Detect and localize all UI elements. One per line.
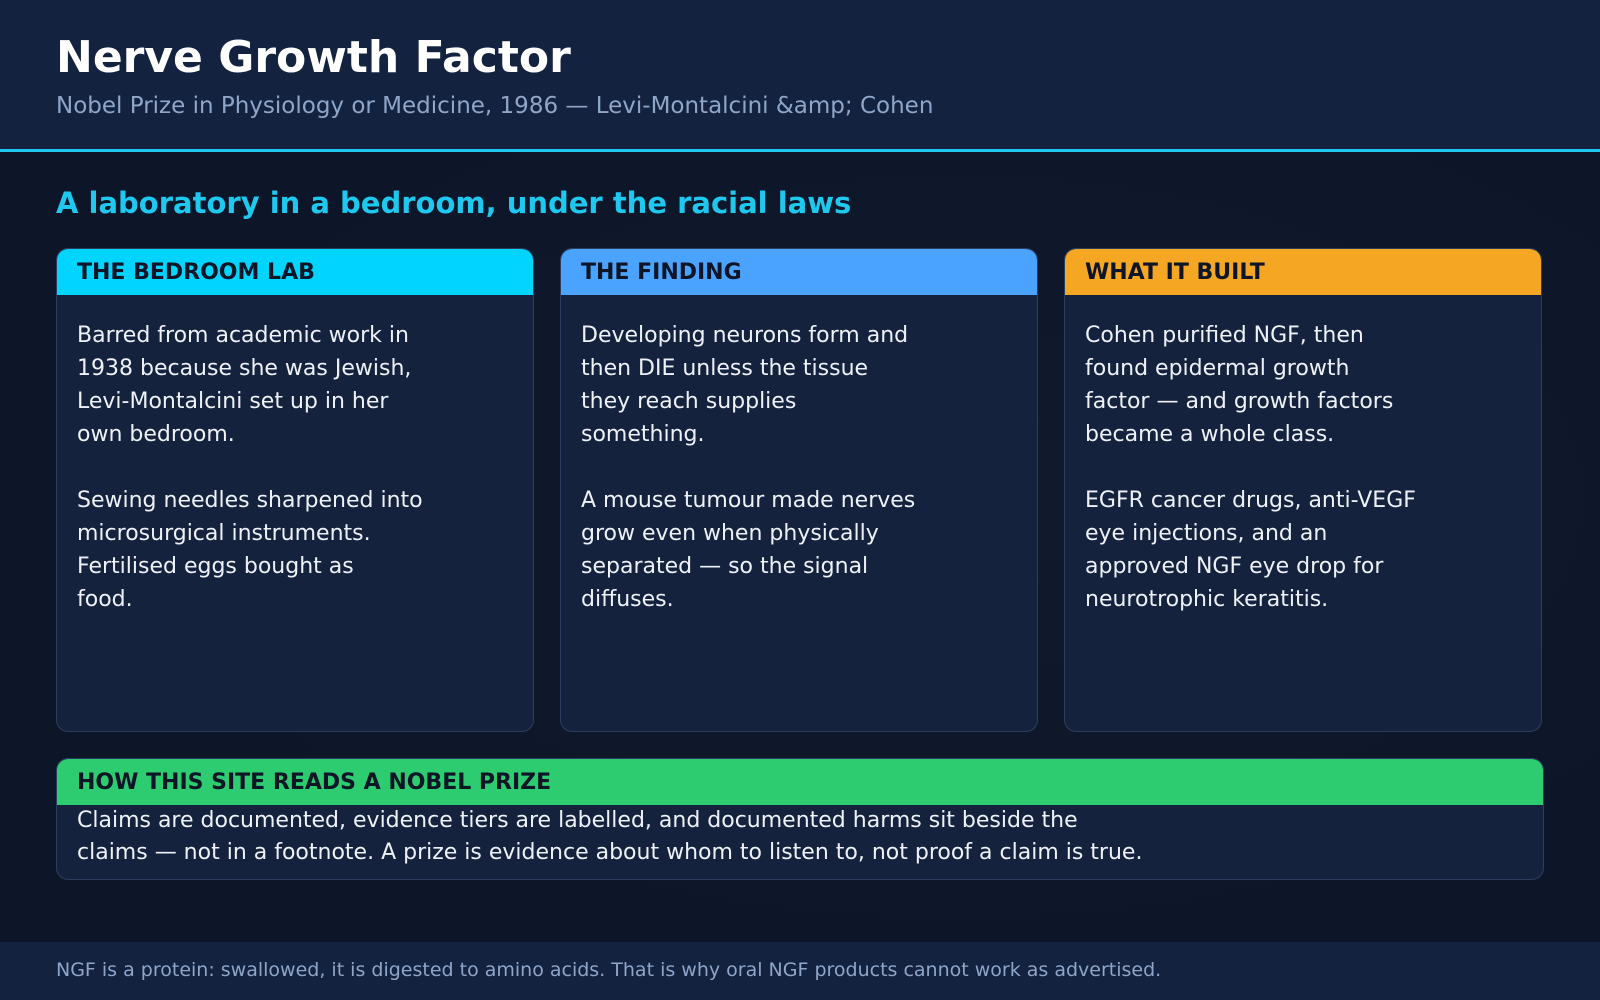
card-title: WHAT IT BUILT xyxy=(1065,249,1541,295)
text-line: microsurgical instruments. xyxy=(77,521,371,546)
paragraph: A mouse tumour made nerves grow even when… xyxy=(581,484,1017,616)
text-line: claims — not in a footnote. A prize is e… xyxy=(77,840,1143,865)
card: WHAT IT BUILT Cohen purified NGF, then fou… xyxy=(1064,248,1542,732)
card-body: Cohen purified NGF, then found epidermal … xyxy=(1065,295,1541,616)
text-line: Claims are documented, evidence tiers ar… xyxy=(77,808,1078,833)
text-line: grow even when physically xyxy=(581,521,879,546)
card: THE FINDING Developing neurons form and th… xyxy=(560,248,1038,732)
note-title: HOW THIS SITE READS A NOBEL PRIZE xyxy=(57,759,1543,805)
text-line: became a whole class. xyxy=(1085,422,1335,447)
text-line: separated — so the signal xyxy=(581,554,869,579)
header: Nerve Growth Factor Nobel Prize in Physi… xyxy=(0,0,1600,152)
card-title: THE FINDING xyxy=(561,249,1037,295)
text-line: Cohen purified NGF, then xyxy=(1085,323,1364,348)
text-line: something. xyxy=(581,422,705,447)
paragraph: Sewing needles sharpened into microsurgic… xyxy=(77,484,513,616)
paragraph: Developing neurons form and then DIE unle… xyxy=(581,319,1017,451)
paragraph: Barred from academic work in 1938 because… xyxy=(77,319,513,451)
text-line: Barred from academic work in xyxy=(77,323,409,348)
card: THE BEDROOM LAB Barred from academic work… xyxy=(56,248,534,732)
text-line: Fertilised eggs bought as xyxy=(77,554,354,579)
page-title: Nerve Growth Factor xyxy=(56,32,571,83)
page-subtitle: Nobel Prize in Physiology or Medicine, 1… xyxy=(56,93,934,119)
card-body: Barred from academic work in 1938 because… xyxy=(57,295,533,616)
note-box: HOW THIS SITE READS A NOBEL PRIZE Claims… xyxy=(56,758,1544,880)
text-line: Levi-Montalcini set up in her xyxy=(77,389,389,414)
text-line: food. xyxy=(77,587,133,612)
paragraph: EGFR cancer drugs, anti-VEGF eye injectio… xyxy=(1085,484,1521,616)
text-line: neurotrophic keratitis. xyxy=(1085,587,1329,612)
text-line: EGFR cancer drugs, anti-VEGF xyxy=(1085,488,1416,513)
card-body: Developing neurons form and then DIE unle… xyxy=(561,295,1037,616)
text-line: diffuses. xyxy=(581,587,674,612)
text-line: then DIE unless the tissue xyxy=(581,356,869,381)
text-line: Developing neurons form and xyxy=(581,323,909,348)
text-line: own bedroom. xyxy=(77,422,235,447)
text-line: approved NGF eye drop for xyxy=(1085,554,1384,579)
text-line: A mouse tumour made nerves xyxy=(581,488,916,513)
card-title: THE BEDROOM LAB xyxy=(57,249,533,295)
section-heading: A laboratory in a bedroom, under the rac… xyxy=(56,186,852,220)
note-body: Claims are documented, evidence tiers ar… xyxy=(57,805,1543,869)
text-line: found epidermal growth xyxy=(1085,356,1350,381)
footer: NGF is a protein: swallowed, it is diges… xyxy=(0,942,1600,1000)
text-line: factor — and growth factors xyxy=(1085,389,1394,414)
paragraph: Cohen purified NGF, then found epidermal … xyxy=(1085,319,1521,451)
text-line: eye injections, and an xyxy=(1085,521,1328,546)
text-line: 1938 because she was Jewish, xyxy=(77,356,412,381)
footer-text: NGF is a protein: swallowed, it is diges… xyxy=(56,959,1162,981)
text-line: Sewing needles sharpened into xyxy=(77,488,423,513)
text-line: they reach supplies xyxy=(581,389,797,414)
